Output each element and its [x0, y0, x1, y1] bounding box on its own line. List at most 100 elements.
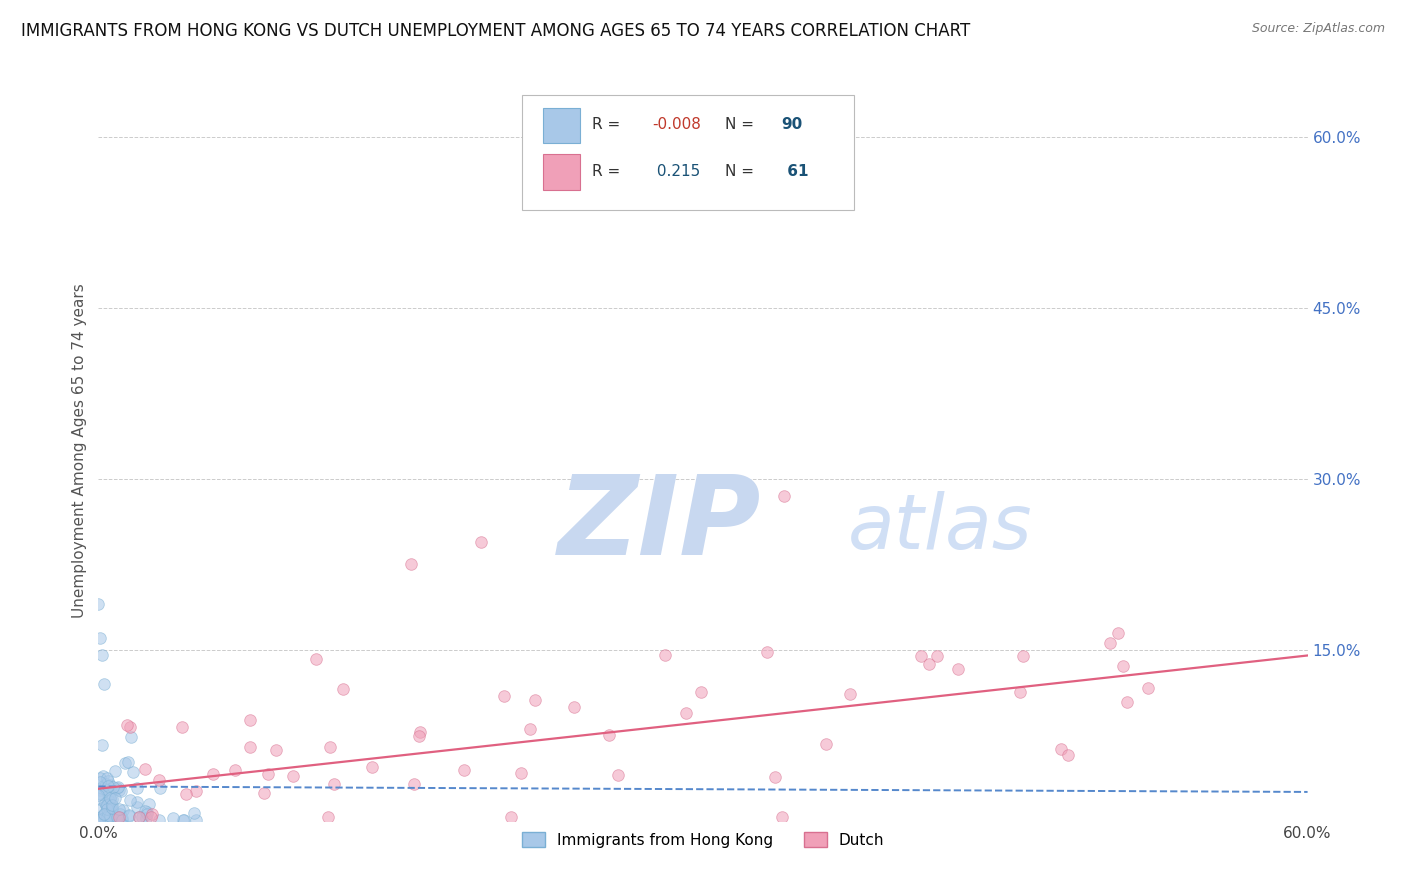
Point	[266, 743, 288, 757]
Point	[1057, 747, 1080, 762]
Point	[281, 769, 304, 783]
Point	[319, 739, 342, 754]
Point	[183, 805, 205, 820]
Point	[925, 649, 948, 664]
Point	[91, 780, 114, 795]
Point	[174, 787, 197, 801]
Point	[135, 811, 157, 825]
Point	[97, 801, 120, 815]
Text: 90: 90	[782, 117, 803, 132]
Point	[148, 772, 170, 787]
Point	[117, 756, 139, 770]
Point	[104, 764, 127, 779]
Text: 61: 61	[782, 164, 808, 178]
Point	[519, 722, 541, 736]
Point	[755, 645, 778, 659]
Point	[91, 648, 114, 663]
Point	[105, 814, 128, 828]
Point	[770, 810, 793, 824]
Point	[97, 794, 120, 808]
Text: IMMIGRANTS FROM HONG KONG VS DUTCH UNEMPLOYMENT AMONG AGES 65 TO 74 YEARS CORREL: IMMIGRANTS FROM HONG KONG VS DUTCH UNEMP…	[21, 22, 970, 40]
Point	[91, 801, 114, 815]
Point	[89, 771, 111, 785]
Point	[501, 810, 523, 824]
Point	[172, 814, 194, 828]
Point	[89, 782, 111, 797]
Point	[96, 771, 118, 785]
Point	[162, 811, 184, 825]
Y-axis label: Unemployment Among Ages 65 to 74 years: Unemployment Among Ages 65 to 74 years	[72, 283, 87, 618]
Point	[125, 780, 148, 795]
Text: N =: N =	[724, 117, 759, 132]
Point	[239, 739, 262, 754]
Point	[186, 783, 208, 797]
Point	[201, 767, 224, 781]
Point	[815, 737, 838, 751]
Point	[94, 782, 117, 797]
Point	[89, 632, 111, 646]
Point	[305, 652, 328, 666]
Point	[97, 808, 120, 822]
Point	[93, 808, 115, 822]
Point	[97, 780, 120, 794]
Point	[1011, 649, 1033, 664]
Point	[107, 780, 129, 794]
Point	[509, 765, 531, 780]
Point	[127, 795, 149, 809]
Point	[1116, 695, 1139, 709]
Point	[136, 806, 159, 821]
Point	[110, 784, 132, 798]
Point	[562, 700, 585, 714]
Point	[148, 813, 170, 827]
Point	[470, 534, 492, 549]
Point	[97, 788, 120, 802]
Point	[87, 791, 110, 805]
Point	[128, 810, 150, 824]
Point	[89, 810, 111, 824]
Point	[1111, 658, 1133, 673]
Point	[453, 763, 475, 777]
Point	[90, 787, 112, 801]
Text: Source: ZipAtlas.com: Source: ZipAtlas.com	[1251, 22, 1385, 36]
Point	[598, 728, 620, 742]
Point	[98, 809, 121, 823]
Point	[131, 810, 153, 824]
Point	[101, 798, 124, 813]
Point	[93, 677, 115, 691]
Point	[94, 797, 117, 812]
Point	[114, 756, 136, 771]
Point	[108, 813, 131, 827]
FancyBboxPatch shape	[543, 108, 579, 144]
Point	[772, 489, 794, 503]
Point	[1137, 681, 1160, 695]
Point	[96, 802, 118, 816]
Point	[87, 597, 110, 611]
Point	[93, 769, 115, 783]
Point	[946, 662, 969, 676]
Point	[100, 801, 122, 815]
Point	[675, 706, 697, 721]
Text: R =: R =	[592, 117, 624, 132]
Point	[101, 791, 124, 805]
Point	[103, 790, 125, 805]
Point	[149, 780, 172, 795]
Point	[118, 808, 141, 822]
Point	[408, 729, 430, 743]
Point	[93, 806, 115, 821]
Text: N =: N =	[724, 164, 759, 178]
Point	[763, 770, 786, 784]
Text: R =: R =	[592, 164, 624, 178]
Point	[128, 810, 150, 824]
Point	[239, 713, 262, 727]
Point	[107, 810, 129, 824]
Point	[134, 804, 156, 818]
Point	[97, 802, 120, 816]
Point	[606, 768, 628, 782]
Point	[100, 798, 122, 813]
FancyBboxPatch shape	[522, 95, 855, 210]
Point	[111, 811, 134, 825]
Point	[141, 807, 163, 822]
Point	[1050, 742, 1073, 756]
Point	[172, 720, 194, 734]
Point	[93, 807, 115, 822]
